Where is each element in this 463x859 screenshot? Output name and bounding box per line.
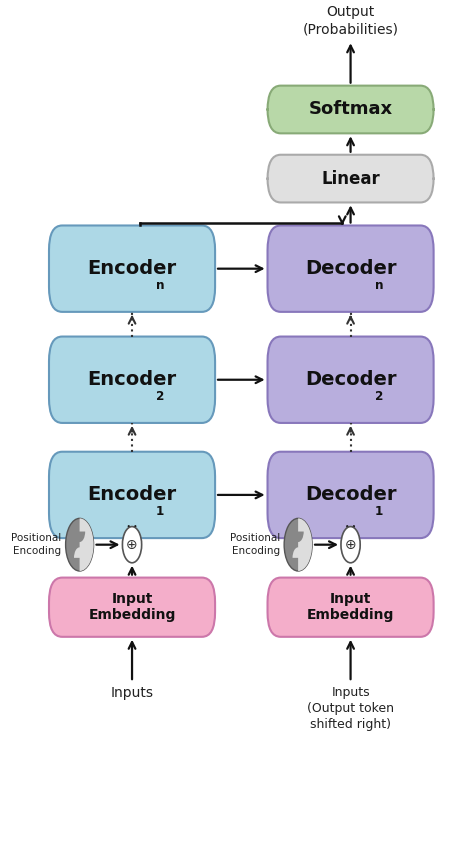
Wedge shape <box>74 532 85 542</box>
FancyBboxPatch shape <box>49 577 215 637</box>
Wedge shape <box>298 518 312 571</box>
Text: 1: 1 <box>374 505 382 518</box>
Text: ⊕: ⊕ <box>344 538 356 551</box>
FancyBboxPatch shape <box>267 452 433 538</box>
Wedge shape <box>74 547 85 557</box>
Text: Encoder: Encoder <box>88 485 176 504</box>
FancyBboxPatch shape <box>267 86 433 133</box>
Text: 2: 2 <box>156 390 164 403</box>
Text: Decoder: Decoder <box>304 485 395 504</box>
FancyBboxPatch shape <box>267 226 433 312</box>
Text: n: n <box>374 278 382 291</box>
Text: Encoder: Encoder <box>88 370 176 389</box>
Text: Input
Embedding: Input Embedding <box>88 592 175 622</box>
FancyBboxPatch shape <box>49 226 215 312</box>
Text: 1: 1 <box>156 505 164 518</box>
Text: Positional
Encoding: Positional Encoding <box>229 533 279 556</box>
Text: 2: 2 <box>374 390 382 403</box>
FancyBboxPatch shape <box>267 337 433 423</box>
Text: Positional
Encoding: Positional Encoding <box>11 533 61 556</box>
FancyBboxPatch shape <box>267 155 433 203</box>
FancyBboxPatch shape <box>49 337 215 423</box>
Text: ⊕: ⊕ <box>126 538 138 551</box>
Wedge shape <box>292 547 303 557</box>
Text: Decoder: Decoder <box>304 259 395 278</box>
Text: Softmax: Softmax <box>308 101 392 119</box>
Wedge shape <box>292 532 303 542</box>
Text: Linear: Linear <box>320 169 379 187</box>
Text: Encoder: Encoder <box>88 259 176 278</box>
Circle shape <box>65 518 94 571</box>
Wedge shape <box>80 518 94 571</box>
Text: Inputs
(Output token
shifted right): Inputs (Output token shifted right) <box>307 686 393 731</box>
Circle shape <box>122 527 141 563</box>
Text: Inputs: Inputs <box>110 686 153 700</box>
FancyBboxPatch shape <box>267 577 433 637</box>
Circle shape <box>283 518 312 571</box>
Text: n: n <box>156 278 164 291</box>
Text: Decoder: Decoder <box>304 370 395 389</box>
Text: Input
Embedding: Input Embedding <box>306 592 394 622</box>
Circle shape <box>340 527 359 563</box>
Text: Output
(Probabilities): Output (Probabilities) <box>302 5 398 36</box>
FancyBboxPatch shape <box>49 452 215 538</box>
